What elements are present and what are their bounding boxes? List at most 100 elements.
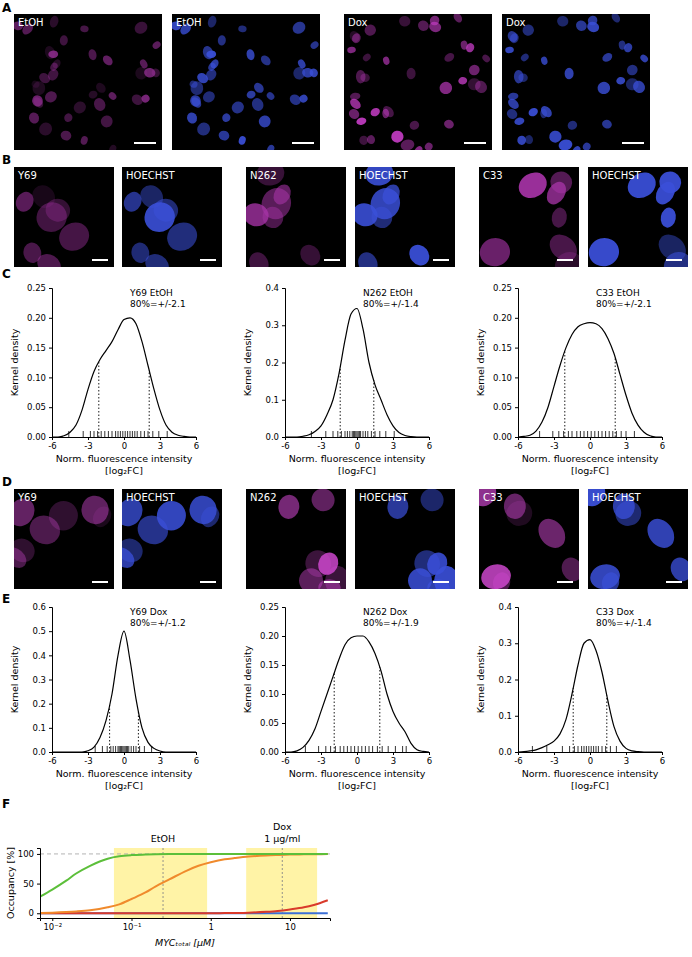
nucleus bbox=[266, 144, 276, 150]
scale-bar bbox=[557, 581, 573, 583]
occupancy-curve bbox=[40, 854, 328, 913]
image-label: Y69 bbox=[17, 492, 37, 503]
rug-tick bbox=[578, 746, 579, 752]
rug-tick bbox=[358, 431, 359, 437]
nucleus bbox=[361, 52, 372, 63]
nucleus bbox=[246, 48, 256, 61]
occupancy-chart: EtOHDox1 µg/ml10⁻²10⁻¹110050100Occupancy… bbox=[5, 821, 331, 948]
x-axis-tick-mark bbox=[429, 752, 430, 755]
nucleus bbox=[238, 25, 247, 32]
rug-tick bbox=[137, 431, 138, 437]
x-axis-tick: 6 bbox=[660, 437, 665, 451]
image-background bbox=[122, 167, 222, 267]
nuclei bbox=[588, 489, 688, 589]
nuclei bbox=[479, 167, 579, 267]
y-axis-tick-label: 0.3 bbox=[32, 675, 46, 685]
rug-tick bbox=[139, 746, 140, 752]
nucleus bbox=[479, 562, 513, 589]
nucleus bbox=[548, 130, 562, 144]
rug-tick bbox=[621, 431, 622, 437]
nucleus bbox=[298, 93, 309, 104]
rug-tick bbox=[402, 746, 403, 752]
band-label: EtOH bbox=[151, 833, 175, 844]
nucleus bbox=[33, 250, 64, 267]
nucleus bbox=[574, 18, 589, 33]
nucleus bbox=[238, 135, 247, 146]
y-axis-tick-label: 0.4 bbox=[32, 651, 46, 661]
scale-bar bbox=[433, 259, 449, 261]
x-axis-tick: 6 bbox=[427, 437, 432, 451]
micrograph: C33 bbox=[466, 476, 586, 594]
nucleus bbox=[639, 53, 650, 63]
y-axis-title: Kernel density bbox=[242, 645, 253, 713]
interval-line bbox=[138, 710, 139, 752]
y-axis-tick-mark bbox=[49, 752, 52, 753]
rug-tick bbox=[335, 746, 336, 752]
x-axis-tick-mark bbox=[662, 752, 663, 755]
rug-tick bbox=[354, 431, 355, 437]
chart-title: C33 Dox bbox=[596, 607, 635, 617]
density-curve bbox=[518, 640, 662, 752]
y-axis-tick-label: 0.15 bbox=[27, 343, 46, 353]
chart-title: N262 EtOH bbox=[363, 288, 413, 298]
x-axis-tick: 3 bbox=[624, 437, 629, 451]
nucleus bbox=[423, 549, 451, 578]
rug-tick bbox=[612, 431, 613, 437]
rug-tick bbox=[347, 431, 348, 437]
density-curve bbox=[52, 318, 196, 437]
x-axis-line bbox=[53, 438, 197, 441]
x-axis-tick-label: -6 bbox=[514, 756, 522, 766]
y-axis-tick-label: 0.3 bbox=[265, 320, 279, 330]
rug-tick bbox=[97, 431, 98, 437]
y-axis-tick-mark bbox=[282, 325, 285, 326]
image-label: Dox bbox=[506, 17, 526, 28]
micrograph: C33 bbox=[477, 167, 589, 286]
rug-tick bbox=[568, 431, 569, 437]
nucleus bbox=[162, 217, 202, 256]
x-axis-tick-label: -3 bbox=[84, 756, 92, 766]
nucleus bbox=[151, 40, 162, 50]
rug-tick bbox=[634, 431, 635, 437]
nucleus bbox=[416, 18, 431, 33]
nucleus bbox=[221, 112, 232, 123]
rug-tick bbox=[357, 431, 358, 437]
interval-line bbox=[379, 667, 380, 752]
x-axis-tick: 3 bbox=[624, 752, 629, 766]
rug-tick bbox=[572, 431, 573, 437]
y-axis-tick-mark bbox=[515, 437, 518, 438]
x-axis-tick: -3 bbox=[317, 752, 325, 766]
image-label: Dox bbox=[348, 17, 368, 28]
image-label: N262 bbox=[250, 170, 277, 181]
y-axis-tick: 0.00 bbox=[27, 432, 52, 442]
band-label: 1 µg/ml bbox=[264, 833, 300, 844]
plot-area bbox=[285, 636, 429, 752]
rug-tick bbox=[351, 746, 352, 752]
y-axis-tick: 0.05 bbox=[493, 402, 518, 412]
rug-tick bbox=[626, 431, 627, 437]
nucleus bbox=[473, 78, 490, 95]
nucleus bbox=[610, 14, 622, 24]
rug-tick bbox=[127, 431, 128, 437]
rug-tick bbox=[325, 746, 326, 752]
y-axis-tick-mark bbox=[49, 288, 52, 289]
x-axis-tick: 10 bbox=[285, 918, 296, 932]
y-axis-tick-mark bbox=[37, 854, 40, 855]
x-axis-tick: 0 bbox=[122, 437, 127, 451]
nucleus bbox=[505, 46, 514, 54]
image-label: C33 bbox=[483, 492, 503, 503]
x-axis-line bbox=[519, 753, 663, 756]
x-axis-tick: 0 bbox=[355, 752, 360, 766]
y-axis-tick-label: 0.00 bbox=[493, 432, 512, 442]
nucleus bbox=[667, 554, 688, 584]
rug-tick bbox=[113, 746, 114, 752]
x-axis-tick-label: 0 bbox=[355, 756, 360, 766]
x-axis-tick-mark bbox=[88, 437, 89, 440]
y-axis-tick: 0.1 bbox=[265, 395, 285, 405]
rug-tick bbox=[388, 746, 389, 752]
rug-tick bbox=[158, 431, 159, 437]
nucleus bbox=[408, 119, 420, 131]
figure: ABCDEFEtOHEtOHDoxDoxY69HOECHSTN262HOECHS… bbox=[0, 0, 692, 957]
nucleus bbox=[659, 206, 677, 229]
nucleus bbox=[59, 129, 73, 142]
nucleus bbox=[588, 562, 622, 589]
